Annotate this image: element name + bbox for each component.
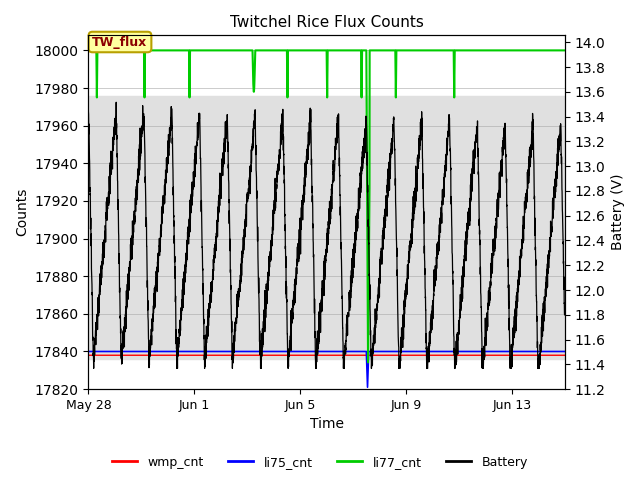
Y-axis label: Battery (V): Battery (V) [611, 174, 625, 251]
Bar [88, 96, 564, 359]
X-axis label: Time: Time [310, 418, 344, 432]
Legend: wmp_cnt, li75_cnt, li77_cnt, Battery: wmp_cnt, li75_cnt, li77_cnt, Battery [107, 451, 533, 474]
Text: TW_flux: TW_flux [92, 36, 148, 48]
Title: Twitchel Rice Flux Counts: Twitchel Rice Flux Counts [230, 15, 424, 30]
Y-axis label: Counts: Counts [15, 188, 29, 237]
